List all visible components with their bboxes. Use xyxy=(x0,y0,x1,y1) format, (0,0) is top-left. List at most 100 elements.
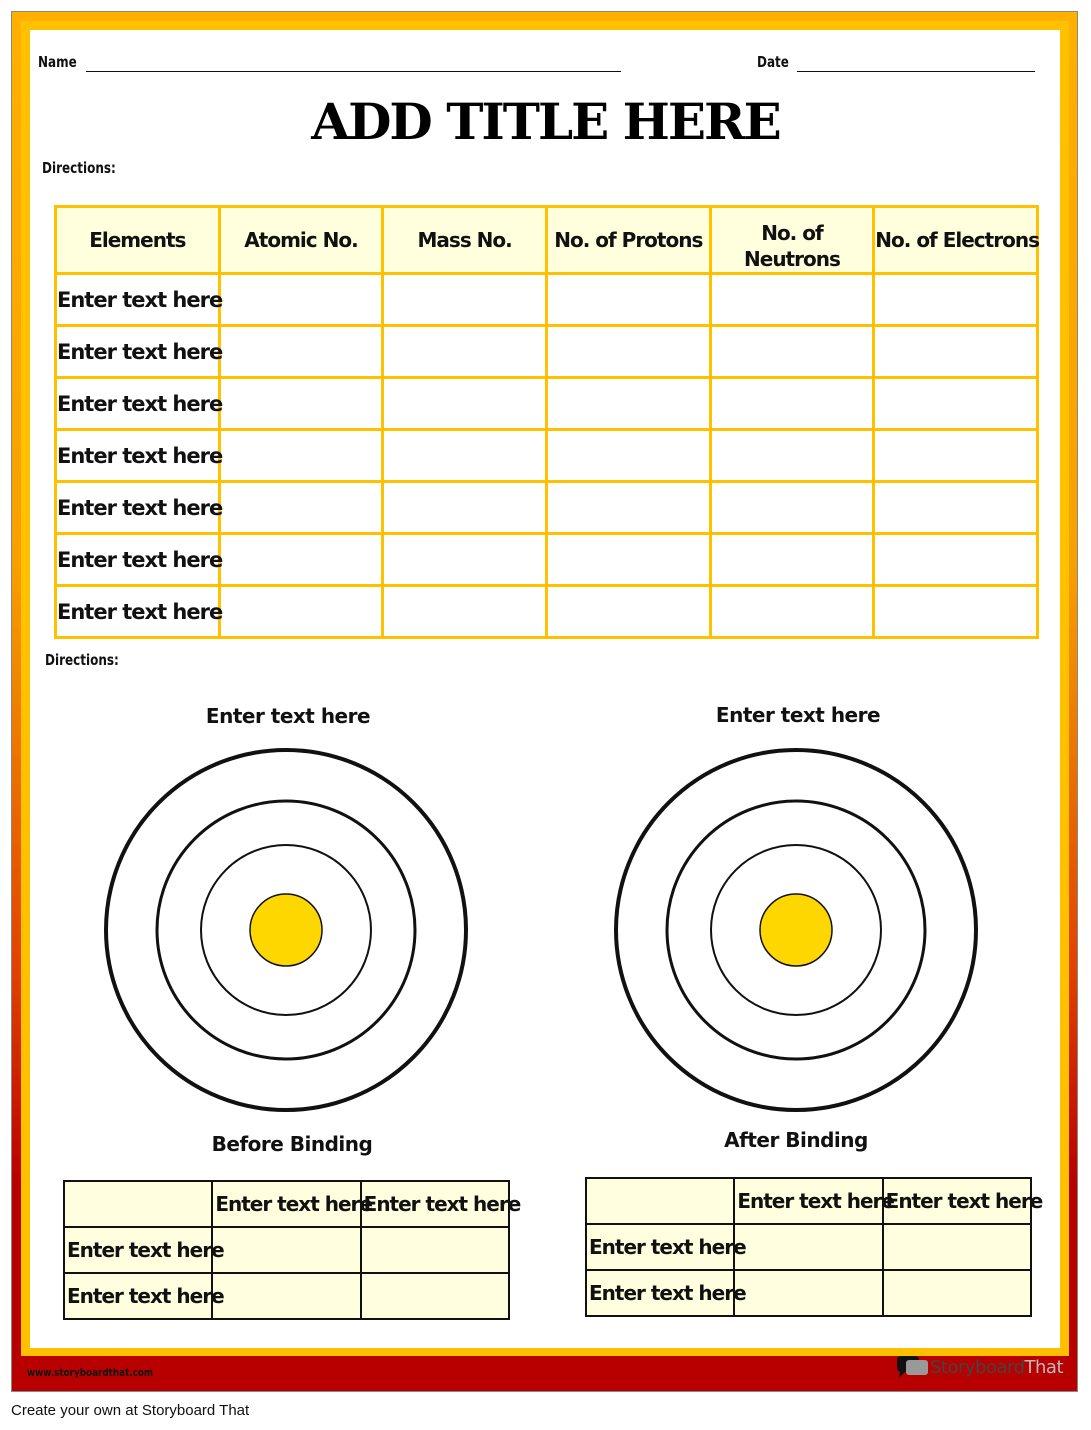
cell[interactable] xyxy=(708,480,876,535)
before-binding-table: Enter text here Enter text here Enter tex… xyxy=(62,1180,521,1320)
outer-shell xyxy=(104,748,468,1112)
cell[interactable] xyxy=(872,584,1039,639)
nucleus xyxy=(249,893,323,967)
cell[interactable] xyxy=(872,428,1039,483)
before-binding-caption[interactable]: Before Binding xyxy=(211,1132,373,1156)
header-cell: No. of Electrons xyxy=(872,205,1040,275)
col-header[interactable]: Enter text here xyxy=(733,1177,895,1225)
cell[interactable] xyxy=(733,1223,884,1271)
cell[interactable] xyxy=(708,532,876,587)
element-cell[interactable]: Enter text here xyxy=(54,272,223,327)
cell[interactable] xyxy=(359,1226,511,1274)
header-cell: Atomic No. xyxy=(217,205,385,275)
cell[interactable] xyxy=(544,584,712,639)
storyboardthat-logo[interactable]: StoryboardThat xyxy=(896,1355,1064,1379)
cell[interactable] xyxy=(217,584,385,639)
cell[interactable] xyxy=(872,480,1039,535)
cell[interactable] xyxy=(217,532,385,587)
element-cell[interactable]: Enter text here xyxy=(54,480,223,535)
cell[interactable] xyxy=(733,1269,884,1317)
table-row: Enter text here xyxy=(54,272,1039,327)
row-header[interactable]: Enter text here xyxy=(62,1226,225,1274)
cell[interactable] xyxy=(381,532,548,587)
cell[interactable] xyxy=(708,584,876,639)
element-cell[interactable]: Enter text here xyxy=(54,584,223,639)
cell[interactable] xyxy=(544,324,712,379)
page-title[interactable]: ADD TITLE HERE xyxy=(311,92,781,151)
header-cell: No. of Neutrons xyxy=(708,205,876,275)
cell[interactable] xyxy=(872,532,1039,587)
atom-top-label-right[interactable]: Enter text here xyxy=(715,703,881,727)
header-cell: No. of Protons xyxy=(544,205,712,275)
cell[interactable] xyxy=(872,272,1039,327)
logo-text: StoryboardThat xyxy=(930,1356,1064,1378)
cell[interactable] xyxy=(217,480,385,535)
after-binding-caption[interactable]: After Binding xyxy=(724,1128,868,1152)
middle-shell xyxy=(665,799,927,1061)
cell[interactable] xyxy=(544,428,712,483)
footer-link[interactable]: Create your own at Storyboard That xyxy=(11,1402,250,1419)
cell[interactable] xyxy=(381,376,548,431)
cell[interactable] xyxy=(708,272,876,327)
table-row: Enter text here Enter text here xyxy=(584,1177,1043,1225)
cell[interactable] xyxy=(381,428,548,483)
col-header[interactable]: Enter text here xyxy=(211,1180,373,1228)
table-row: Enter text here xyxy=(584,1269,1033,1317)
table-row: Enter text here xyxy=(62,1272,511,1320)
cell[interactable] xyxy=(211,1272,362,1320)
inner-shell xyxy=(200,844,372,1016)
nucleus xyxy=(759,893,833,967)
cell[interactable] xyxy=(211,1226,362,1274)
cell[interactable] xyxy=(544,376,712,431)
cell[interactable] xyxy=(872,376,1039,431)
cell[interactable] xyxy=(217,428,385,483)
col-header[interactable]: Enter text here xyxy=(359,1180,521,1228)
header-cell: Mass No. xyxy=(381,205,548,275)
name-label: Name xyxy=(38,53,77,71)
cell[interactable] xyxy=(584,1177,736,1225)
directions-label: Directions: xyxy=(42,159,116,177)
row-header[interactable]: Enter text here xyxy=(584,1223,747,1271)
row-header[interactable]: Enter text here xyxy=(62,1272,225,1320)
element-cell[interactable]: Enter text here xyxy=(54,532,223,587)
table-row: Enter text here xyxy=(54,376,1039,431)
element-cell[interactable]: Enter text here xyxy=(54,376,223,431)
cell[interactable] xyxy=(544,480,712,535)
row-header[interactable]: Enter text here xyxy=(584,1269,747,1317)
element-cell[interactable]: Enter text here xyxy=(54,428,223,483)
table-header-row: Elements Atomic No. Mass No. No. of Prot… xyxy=(54,205,1040,275)
cell[interactable] xyxy=(217,272,385,327)
speech-bubble-icon xyxy=(897,1356,928,1378)
website-url[interactable]: www.storyboardthat.com xyxy=(27,1366,154,1379)
table-row: Enter text here Enter text here xyxy=(62,1180,521,1228)
cell[interactable] xyxy=(544,532,712,587)
atom-diagram-after xyxy=(614,748,978,1112)
outer-shell xyxy=(614,748,978,1112)
after-binding-table: Enter text here Enter text here Enter tex… xyxy=(584,1177,1043,1317)
atom-top-label-left[interactable]: Enter text here xyxy=(205,704,371,728)
date-field[interactable] xyxy=(797,71,1035,72)
name-field[interactable] xyxy=(86,71,621,72)
cell[interactable] xyxy=(381,480,548,535)
element-cell[interactable]: Enter text here xyxy=(54,324,223,379)
cell[interactable] xyxy=(381,584,548,639)
directions-label-2: Directions: xyxy=(45,651,119,669)
cell[interactable] xyxy=(708,428,876,483)
col-header[interactable]: Enter text here xyxy=(881,1177,1043,1225)
cell[interactable] xyxy=(881,1269,1033,1317)
cell[interactable] xyxy=(217,324,385,379)
cell[interactable] xyxy=(62,1180,214,1228)
cell[interactable] xyxy=(217,376,385,431)
table-row: Enter text here xyxy=(62,1226,511,1274)
cell[interactable] xyxy=(544,272,712,327)
table-row: Enter text here xyxy=(54,480,1039,535)
cell[interactable] xyxy=(381,324,548,379)
cell[interactable] xyxy=(381,272,548,327)
cell[interactable] xyxy=(881,1223,1033,1271)
cell[interactable] xyxy=(708,324,876,379)
table-row: Enter text here xyxy=(584,1223,1033,1271)
cell[interactable] xyxy=(872,324,1039,379)
cell[interactable] xyxy=(359,1272,511,1320)
cell[interactable] xyxy=(708,376,876,431)
